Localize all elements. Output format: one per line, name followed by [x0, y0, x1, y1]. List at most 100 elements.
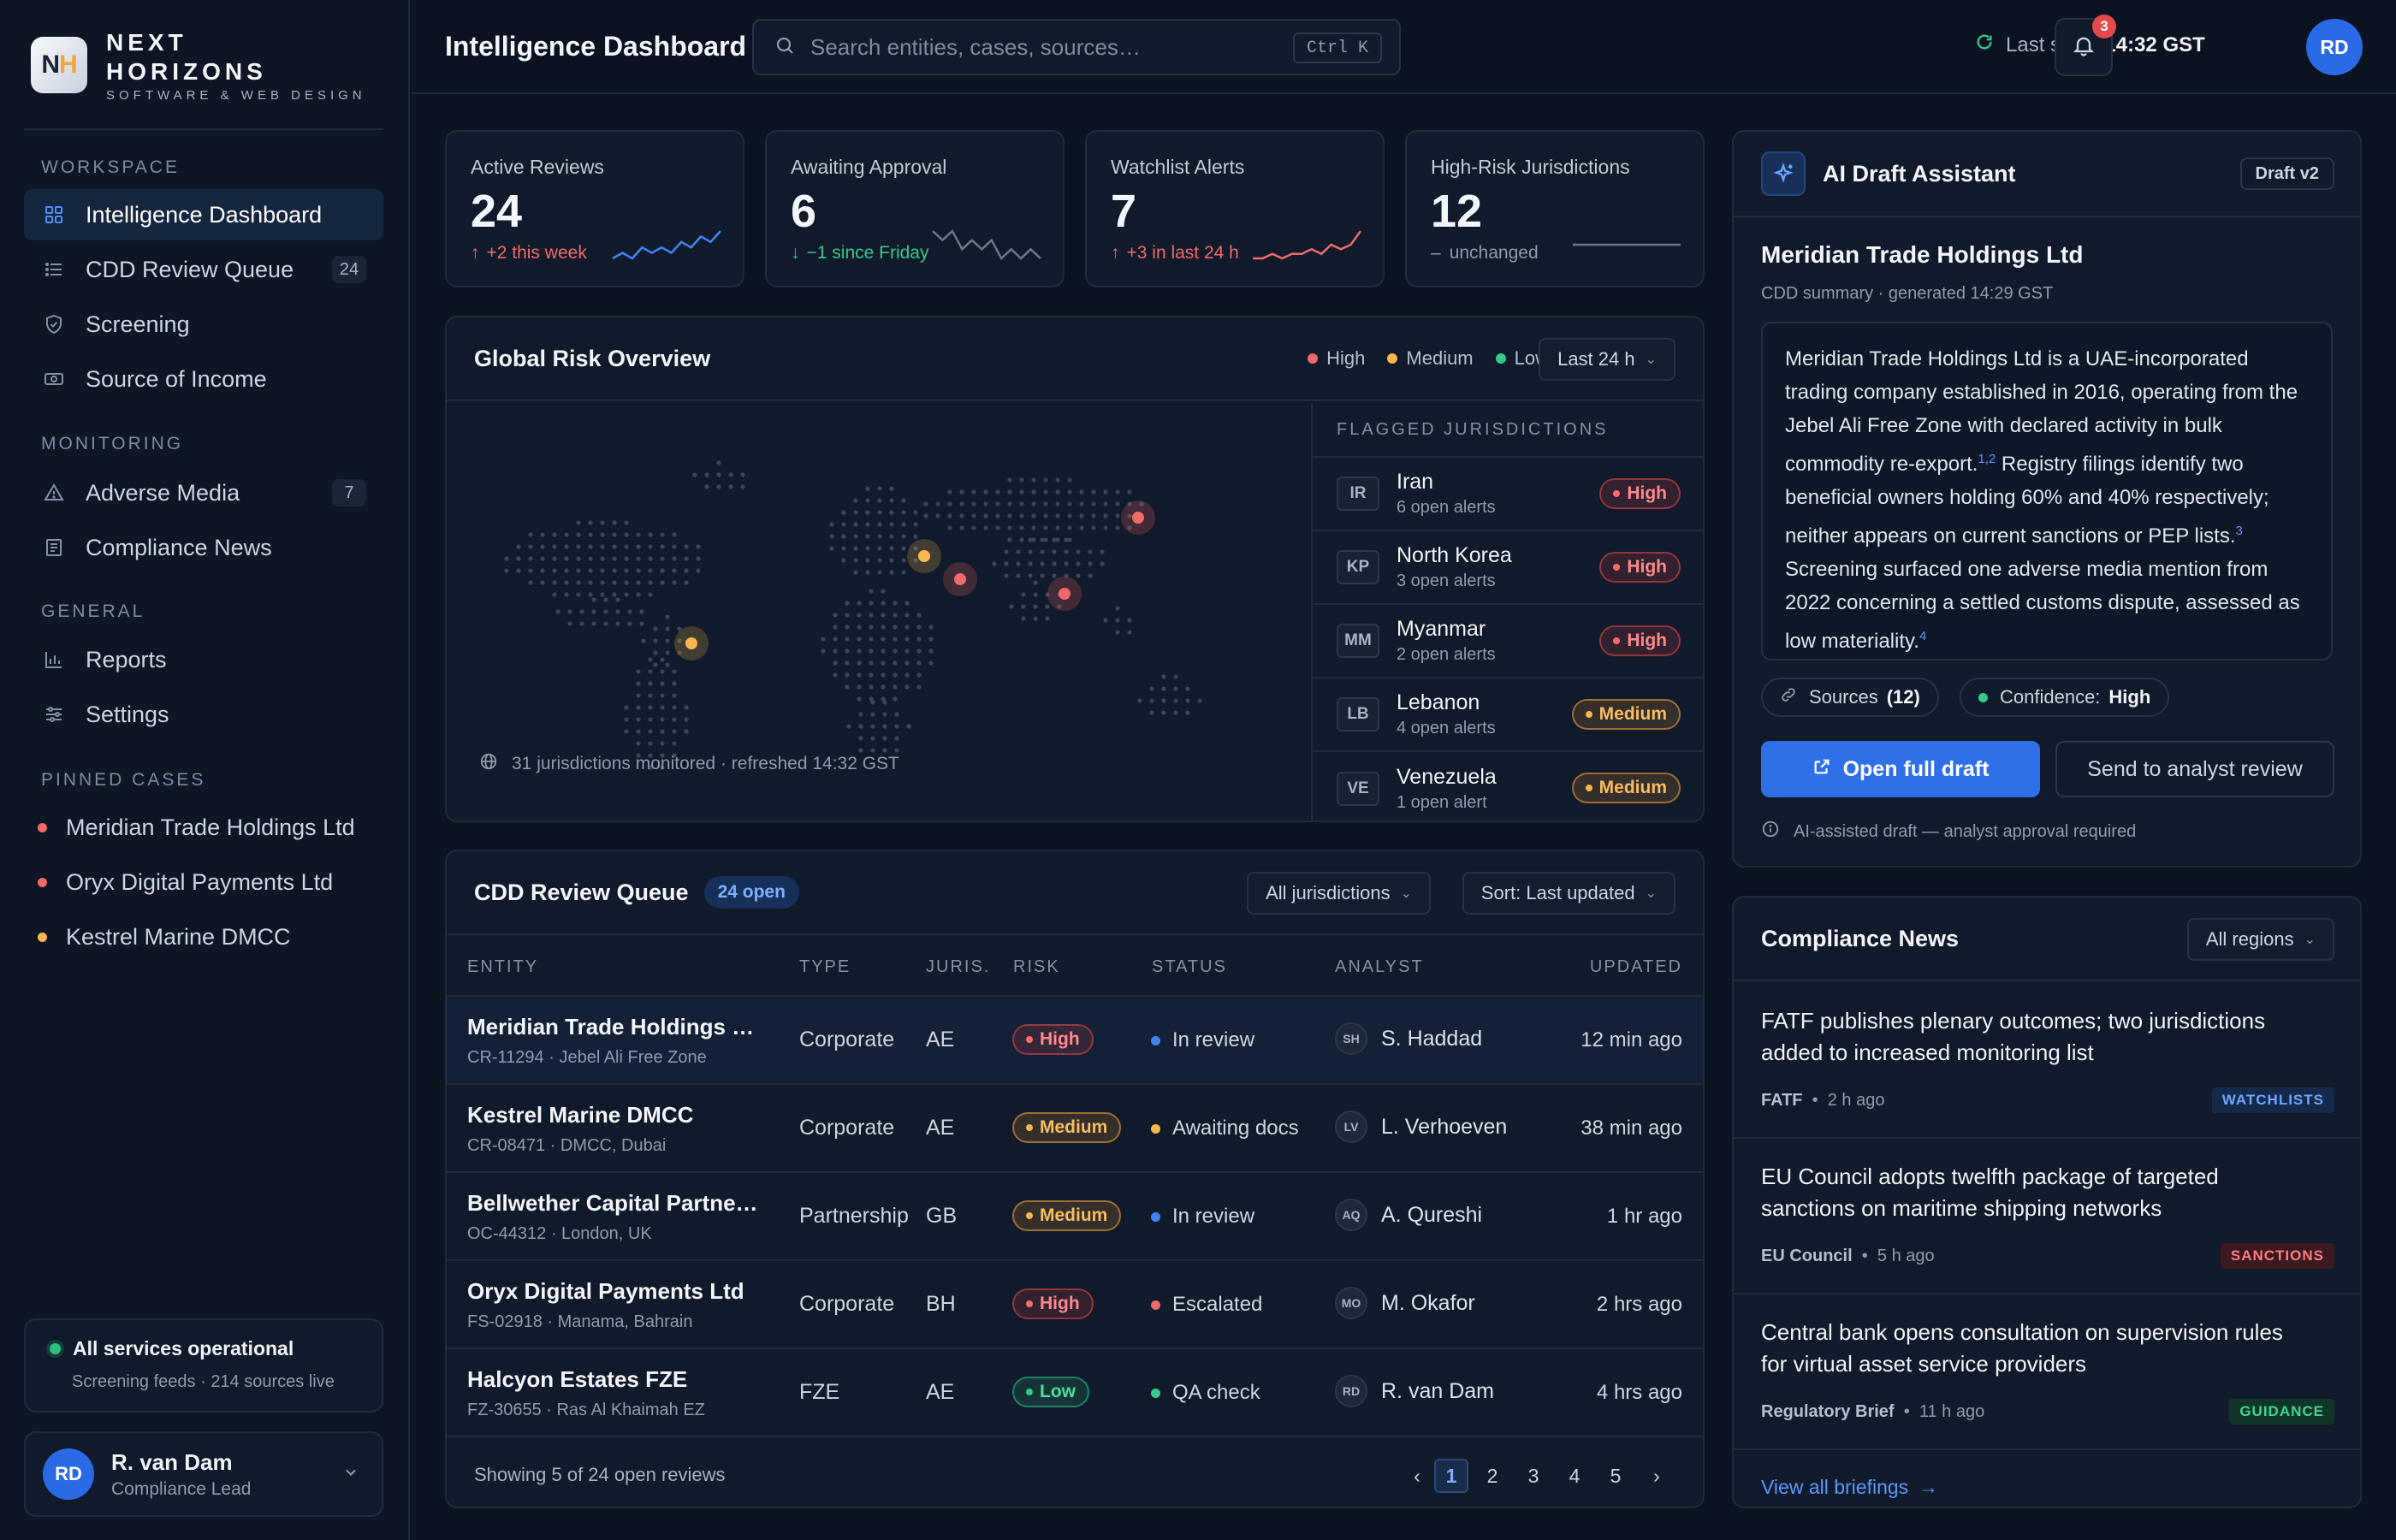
citation[interactable]: 1,2 — [1978, 452, 1996, 466]
column-header[interactable]: JURIS. — [926, 957, 991, 976]
sidebar-item-source-of-income[interactable]: Source of Income — [24, 353, 383, 405]
kpi-card-awaiting-approval[interactable]: Awaiting Approval 6 ↓ −1 since Friday — [765, 130, 1065, 287]
flagged-jurisdictions: FLAGGED JURISDICTIONS IR Iran 6 open alert… — [1311, 403, 1703, 820]
citation[interactable]: 4 — [1919, 629, 1927, 643]
citation[interactable]: 3 — [2235, 524, 2243, 538]
user-menu[interactable]: RD R. van Dam Compliance Lead — [24, 1431, 383, 1517]
risk-badge: Medium — [1012, 1200, 1122, 1231]
map-dot — [1149, 698, 1154, 703]
analyst: SH S. Haddad — [1335, 1022, 1482, 1055]
map-dot — [1173, 674, 1178, 679]
jurisdiction-row[interactable]: VE Venezuela 1 open alert Medium — [1313, 752, 1703, 820]
kpi-delta: ↓ −1 since Friday — [791, 243, 928, 264]
map-dot — [1019, 537, 1024, 542]
map-dot — [660, 729, 665, 734]
page-button-2[interactable]: 2 — [1486, 1464, 1498, 1487]
column-header[interactable]: UPDATED — [1589, 957, 1682, 976]
kpi-card-high-risk-jurisdictions[interactable]: High-Risk Jurisdictions 12 – unchanged — [1405, 130, 1705, 287]
risk-hotspot[interactable] — [918, 550, 930, 562]
jurisdiction-row[interactable]: IR Iran 6 open alerts High — [1313, 458, 1703, 531]
news-item[interactable]: FATF publishes plenary outcomes; two jur… — [1734, 983, 2360, 1139]
kpi-delta-text: unchanged — [1449, 243, 1539, 263]
jurisdiction-filter[interactable]: All jurisdictions ⌄ — [1247, 872, 1431, 915]
column-header[interactable]: STATUS — [1152, 957, 1227, 976]
sort-select[interactable]: Sort: Last updated ⌄ — [1462, 872, 1675, 915]
map-dot — [1045, 616, 1050, 621]
search-bar[interactable]: Ctrl K — [752, 19, 1401, 75]
search-input[interactable] — [810, 33, 1290, 61]
map-dot — [877, 558, 882, 563]
pinned-case[interactable]: Kestrel Marine DMCC — [38, 924, 291, 951]
table-row[interactable]: Halcyon Estates FZE FZ-30655 · Ras Al Kh… — [447, 1349, 1703, 1437]
jurisdiction-row[interactable]: LB Lebanon 4 open alerts Medium — [1313, 678, 1703, 752]
map-dot — [615, 609, 620, 614]
table-row[interactable]: Bellwether Capital Partners LLP OC-44312… — [447, 1173, 1703, 1261]
column-header[interactable]: ANALYST — [1335, 957, 1424, 976]
prev-page-button[interactable]: ‹ — [1414, 1464, 1420, 1487]
sidebar-item-settings[interactable]: Settings — [24, 689, 383, 740]
status-dot — [1978, 692, 1988, 702]
map-dot — [588, 592, 593, 597]
table-row[interactable]: Kestrel Marine DMCC CR-08471 · DMCC, Dub… — [447, 1085, 1703, 1173]
map-dot — [636, 544, 641, 549]
map-dot — [865, 534, 870, 539]
sidebar-item-intelligence-dashboard[interactable]: Intelligence Dashboard — [24, 189, 383, 240]
avatar[interactable]: RD — [2306, 19, 2363, 75]
column-header[interactable]: RISK — [1013, 957, 1060, 976]
jurisdiction-row[interactable]: MM Myanmar 2 open alerts High — [1313, 605, 1703, 678]
map-dot — [881, 625, 886, 630]
entity-name[interactable]: Meridian Trade Holdings Ltd — [467, 1014, 758, 1040]
risk-hotspot[interactable] — [1059, 588, 1070, 600]
sidebar-item-screening[interactable]: Screening — [24, 299, 383, 350]
map-dot — [865, 546, 870, 551]
table-row[interactable]: Oryx Digital Payments Ltd FS-02918 · Man… — [447, 1261, 1703, 1349]
pinned-case[interactable]: Meridian Trade Holdings Ltd — [38, 814, 355, 841]
kpi-card-active-reviews[interactable]: Active Reviews 24 ↑ +2 this week — [445, 130, 744, 287]
page-button-1[interactable]: 1 — [1434, 1459, 1468, 1493]
page-button-3[interactable]: 3 — [1527, 1464, 1539, 1487]
page-button-4[interactable]: 4 — [1569, 1464, 1581, 1487]
region-filter[interactable]: All regions ⌄ — [2186, 918, 2334, 961]
world-risk-map[interactable] — [447, 403, 1309, 822]
news-title[interactable]: FATF publishes plenary outcomes; two jur… — [1761, 1008, 2266, 1065]
map-dot — [567, 621, 572, 626]
jurisdiction-row[interactable]: KP North Korea 3 open alerts High — [1313, 531, 1703, 605]
page-button-5[interactable]: 5 — [1610, 1464, 1622, 1487]
news-item[interactable]: EU Council adopts twelfth package of tar… — [1734, 1139, 2360, 1294]
flagged-header: FLAGGED JURISDICTIONS — [1313, 403, 1703, 458]
open-full-draft-button[interactable]: Open full draft — [1761, 741, 2040, 797]
map-dot — [829, 522, 834, 527]
entity-name[interactable]: Kestrel Marine DMCC — [467, 1102, 694, 1128]
entity-name[interactable]: Halcyon Estates FZE — [467, 1366, 688, 1392]
entity-name[interactable]: Bellwether Capital Partners LLP — [467, 1190, 758, 1216]
column-header[interactable]: ENTITY — [467, 957, 539, 976]
map-dot — [1079, 513, 1084, 518]
entity-name[interactable]: Oryx Digital Payments Ltd — [467, 1278, 744, 1304]
view-all-briefings-link[interactable]: View all briefings → — [1761, 1476, 1938, 1499]
news-time: 11 h ago — [1919, 1402, 1985, 1421]
user-name: R. van Dam — [111, 1448, 233, 1475]
sources-chip[interactable]: Sources (12) — [1761, 678, 1939, 717]
sidebar-item-compliance-news[interactable]: Compliance News — [24, 522, 383, 573]
next-page-button[interactable]: › — [1653, 1464, 1660, 1487]
sidebar-item-cdd-review-queue[interactable]: CDD Review Queue 24 — [24, 244, 383, 295]
time-range-select[interactable]: Last 24 h ⌄ — [1539, 338, 1675, 381]
sidebar-item-reports[interactable]: Reports — [24, 634, 383, 685]
country-code: KP — [1337, 550, 1379, 584]
news-title[interactable]: EU Council adopts twelfth package of tar… — [1761, 1164, 2219, 1221]
alert-count: 6 open alerts — [1397, 498, 1496, 517]
risk-hotspot[interactable] — [685, 637, 697, 649]
news-item[interactable]: Central bank opens consultation on super… — [1734, 1294, 2360, 1450]
news-title[interactable]: Central bank opens consultation on super… — [1761, 1319, 2283, 1377]
map-dot — [564, 592, 569, 597]
pinned-case[interactable]: Oryx Digital Payments Ltd — [38, 869, 333, 896]
column-header[interactable]: TYPE — [799, 957, 851, 976]
notifications-button[interactable]: 3 — [2055, 15, 2116, 76]
send-to-review-button[interactable]: Send to analyst review — [2055, 741, 2334, 797]
kpi-card-watchlist-alerts[interactable]: Watchlist Alerts 7 ↑ +3 in last 24 h — [1085, 130, 1385, 287]
risk-hotspot[interactable] — [954, 573, 966, 585]
risk-hotspot[interactable] — [1132, 512, 1144, 524]
sidebar-item-adverse-media[interactable]: Adverse Media 7 — [24, 467, 383, 518]
table-row[interactable]: Meridian Trade Holdings Ltd CR-11294 · J… — [447, 997, 1703, 1085]
